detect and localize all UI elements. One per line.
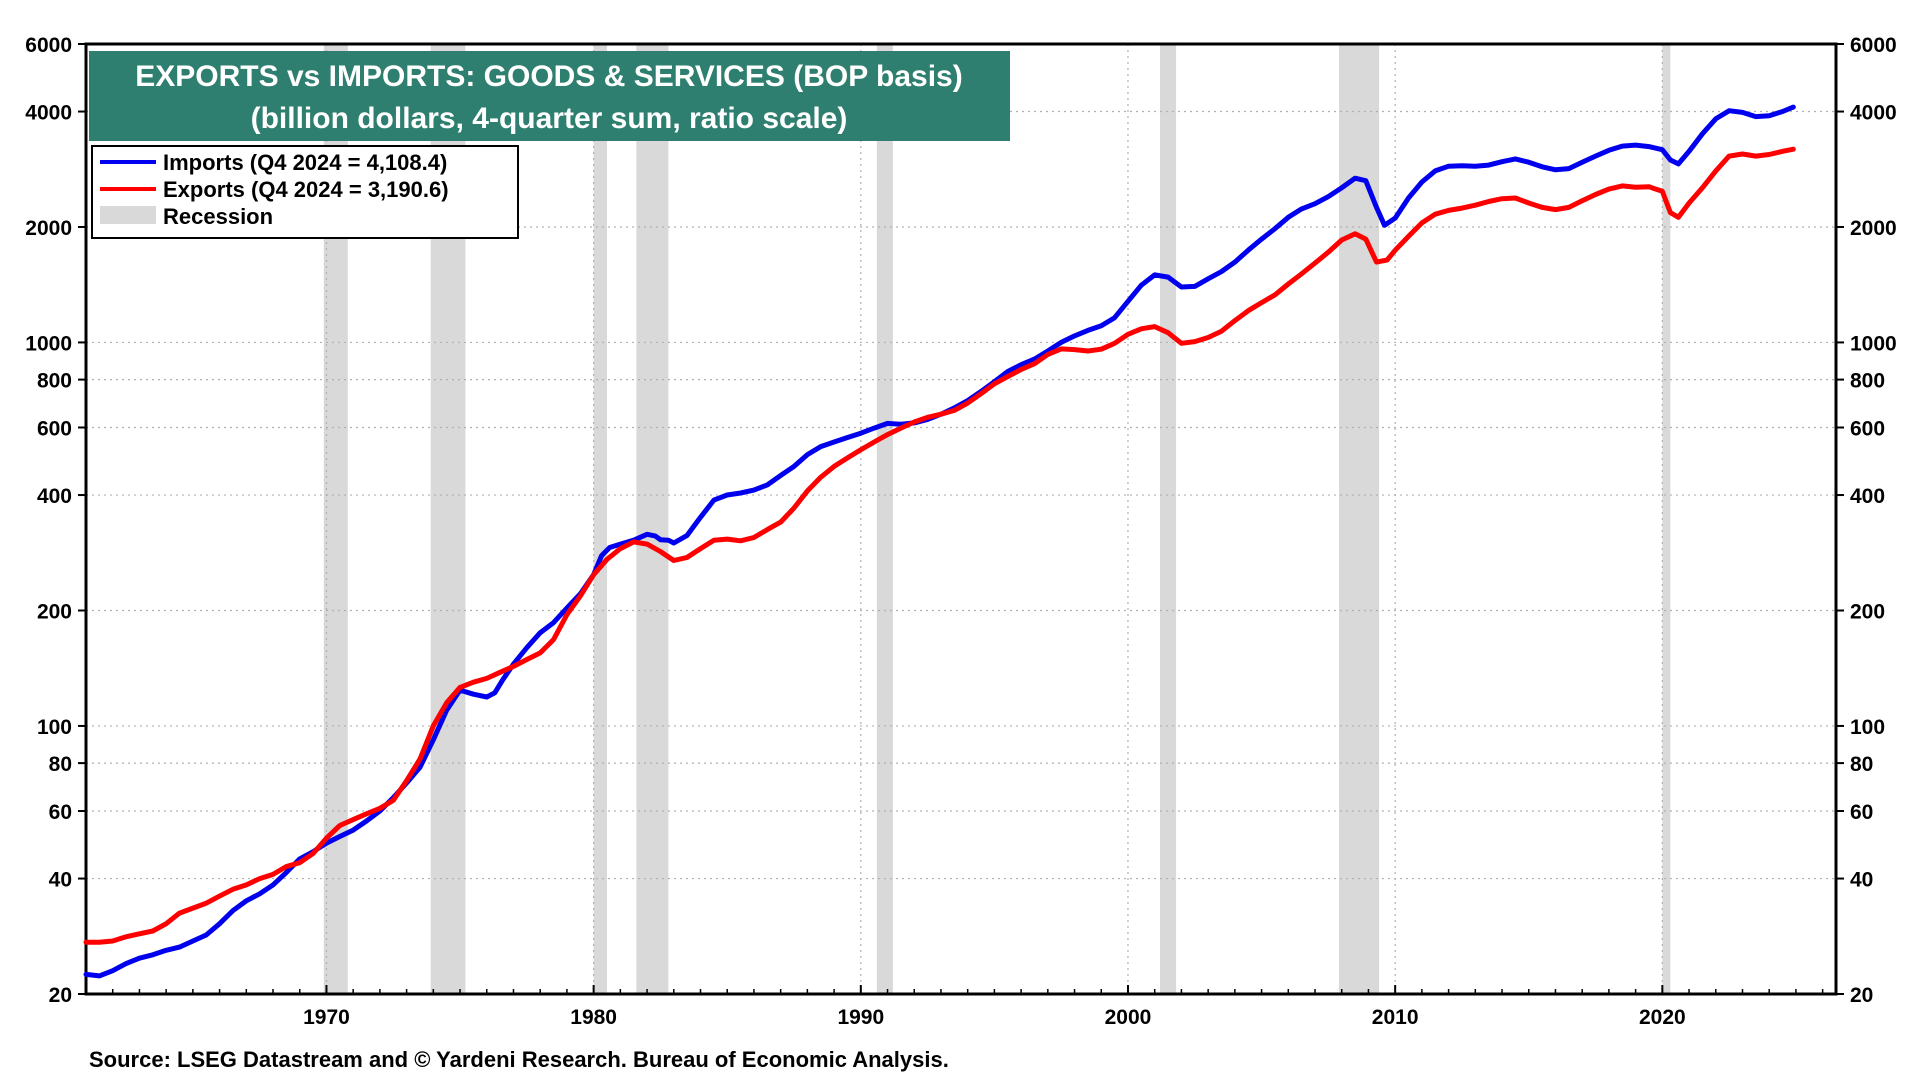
recession-band-4 [876, 44, 893, 994]
source-note: Source: LSEG Datastream and © Yardeni Re… [89, 1047, 949, 1072]
ytick-label-right-100: 100 [1850, 716, 1885, 739]
legend: Imports (Q4 2024 = 4,108.4) Exports (Q4 … [91, 145, 519, 239]
legend-exports-label: Exports (Q4 2024 = 3,190.6) [163, 177, 449, 202]
ytick-label-right-80: 80 [1850, 753, 1873, 776]
ytick-label-right-800: 800 [1850, 370, 1885, 393]
xtick-label-1980: 1980 [570, 1006, 617, 1029]
legend-recession-label: Recession [163, 204, 273, 229]
chart-title: EXPORTS vs IMPORTS: GOODS & SERVICES (BO… [135, 60, 962, 93]
ytick-label-right-400: 400 [1850, 485, 1885, 508]
ytick-label-right-600: 600 [1850, 418, 1885, 441]
legend-recession-swatch [100, 206, 156, 224]
xtick-label-2020: 2020 [1639, 1006, 1686, 1029]
ytick-label-right-2000: 2000 [1850, 217, 1897, 240]
legend-box [91, 145, 519, 239]
y-axis-ticks: 20 20 40 40 60 60 80 80 100 100 200 200 400 400 600 600… [25, 34, 1896, 1007]
ytick-label-right-6000: 6000 [1850, 34, 1897, 57]
xtick-label-1970: 1970 [303, 1006, 350, 1029]
xtick-label-2000: 2000 [1105, 1006, 1152, 1029]
ytick-label-right-1000: 1000 [1850, 332, 1897, 355]
title-box: EXPORTS vs IMPORTS: GOODS & SERVICES (BO… [89, 51, 1010, 141]
grid-lines [86, 44, 1836, 994]
ytick-label-left-60: 60 [49, 801, 72, 824]
title-background [89, 51, 1010, 141]
recession-band-3 [636, 44, 669, 994]
ytick-label-left-200: 200 [37, 600, 72, 623]
series-line-exports [83, 146, 1796, 945]
recession-band-7 [1662, 44, 1671, 994]
ytick-label-left-400: 400 [37, 485, 72, 508]
x-axis-ticks: 1970 1980 1990 2000 2010 2020 [85, 985, 1824, 1029]
ytick-label-right-200: 200 [1850, 600, 1885, 623]
ytick-label-left-600: 600 [37, 418, 72, 441]
series-lines [83, 104, 1796, 979]
ytick-label-right-20: 20 [1850, 984, 1873, 1007]
ytick-label-left-20: 20 [49, 984, 72, 1007]
ytick-label-right-60: 60 [1850, 801, 1873, 824]
ytick-label-right-40: 40 [1850, 869, 1873, 892]
ytick-label-left-1000: 1000 [25, 332, 72, 355]
recession-band-5 [1160, 44, 1177, 994]
recession-band-2 [593, 44, 607, 994]
legend-imports-label: Imports (Q4 2024 = 4,108.4) [163, 150, 447, 175]
ytick-label-left-100: 100 [37, 716, 72, 739]
ytick-label-left-80: 80 [49, 753, 72, 776]
ytick-label-left-2000: 2000 [25, 217, 72, 240]
plot-frame [84, 42, 1838, 996]
ytick-label-left-40: 40 [49, 869, 72, 892]
xtick-label-1990: 1990 [837, 1006, 884, 1029]
xtick-label-2010: 2010 [1372, 1006, 1419, 1029]
ytick-label-right-4000: 4000 [1850, 102, 1897, 125]
chart-subtitle: (billion dollars, 4-quarter sum, ratio s… [251, 102, 848, 135]
ytick-label-left-6000: 6000 [25, 34, 72, 57]
ytick-label-left-4000: 4000 [25, 102, 72, 125]
ytick-label-left-800: 800 [37, 370, 72, 393]
